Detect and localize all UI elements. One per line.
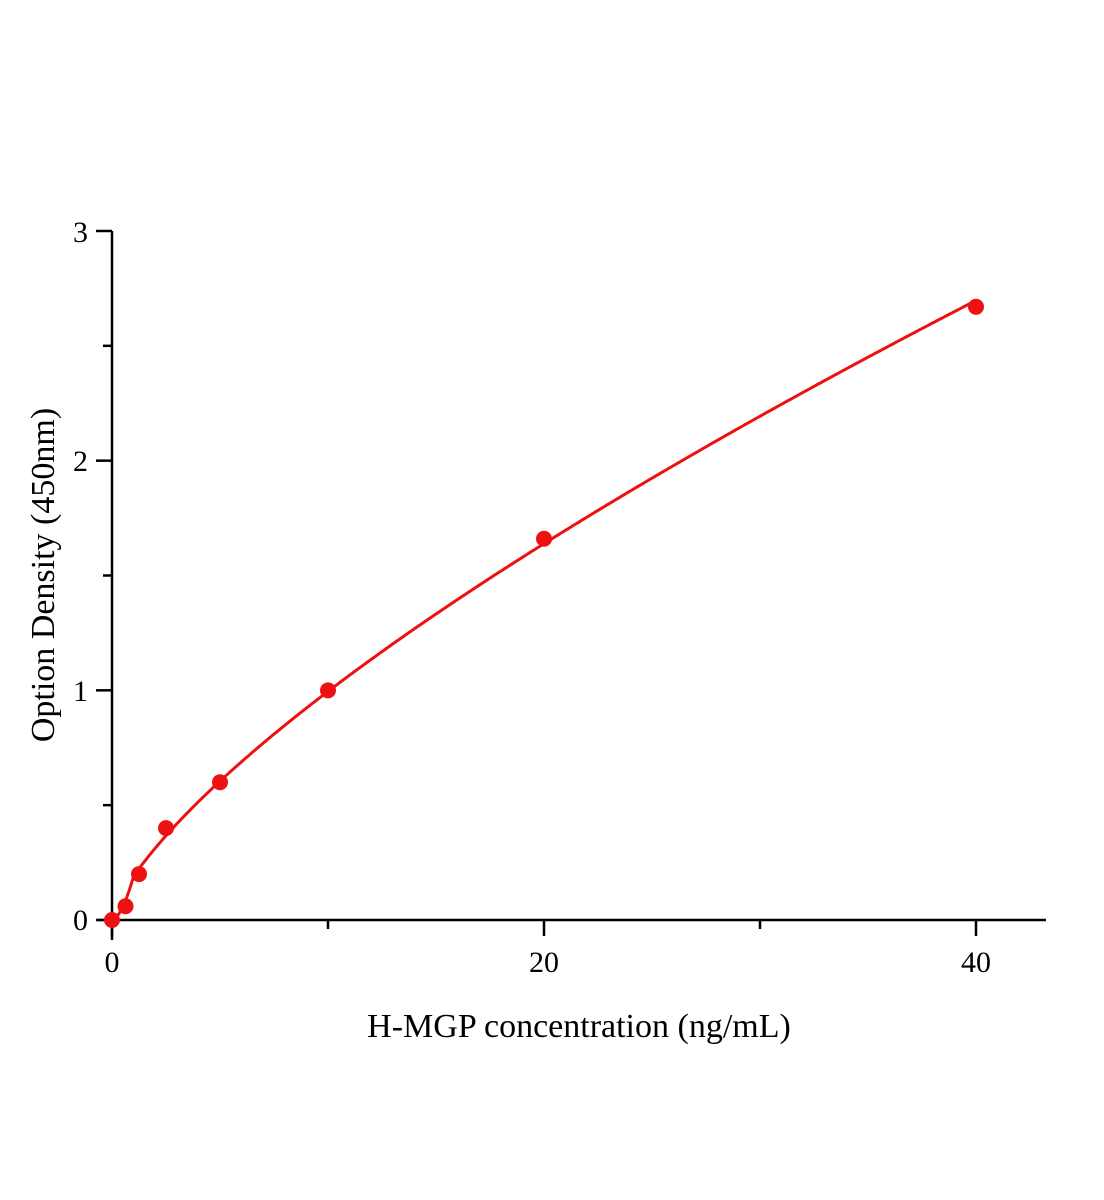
y-tick-label: 3 [73,216,88,249]
y-tick-label: 1 [73,675,88,708]
axes [96,229,1046,940]
fit-curve [111,299,977,922]
data-point [131,866,147,883]
data-point [117,898,134,915]
x-tick-label: 0 [105,946,120,979]
x-tick-label: 40 [961,946,991,979]
tick-labels: 0 20 40 0 1 2 3 [73,216,991,979]
data-point [212,774,228,791]
y-axis-title: Option Density (450nm) [25,408,62,742]
data-point [968,298,984,315]
data-point [104,912,120,928]
data-point [320,682,336,699]
data-point [158,820,174,837]
x-axis-title: H-MGP concentration (ng/mL) [367,1008,791,1045]
data-point [536,530,552,547]
x-tick-label: 20 [529,946,559,979]
data-points [104,298,984,928]
y-tick-label: 2 [73,445,88,478]
y-tick-label: 0 [73,904,88,937]
